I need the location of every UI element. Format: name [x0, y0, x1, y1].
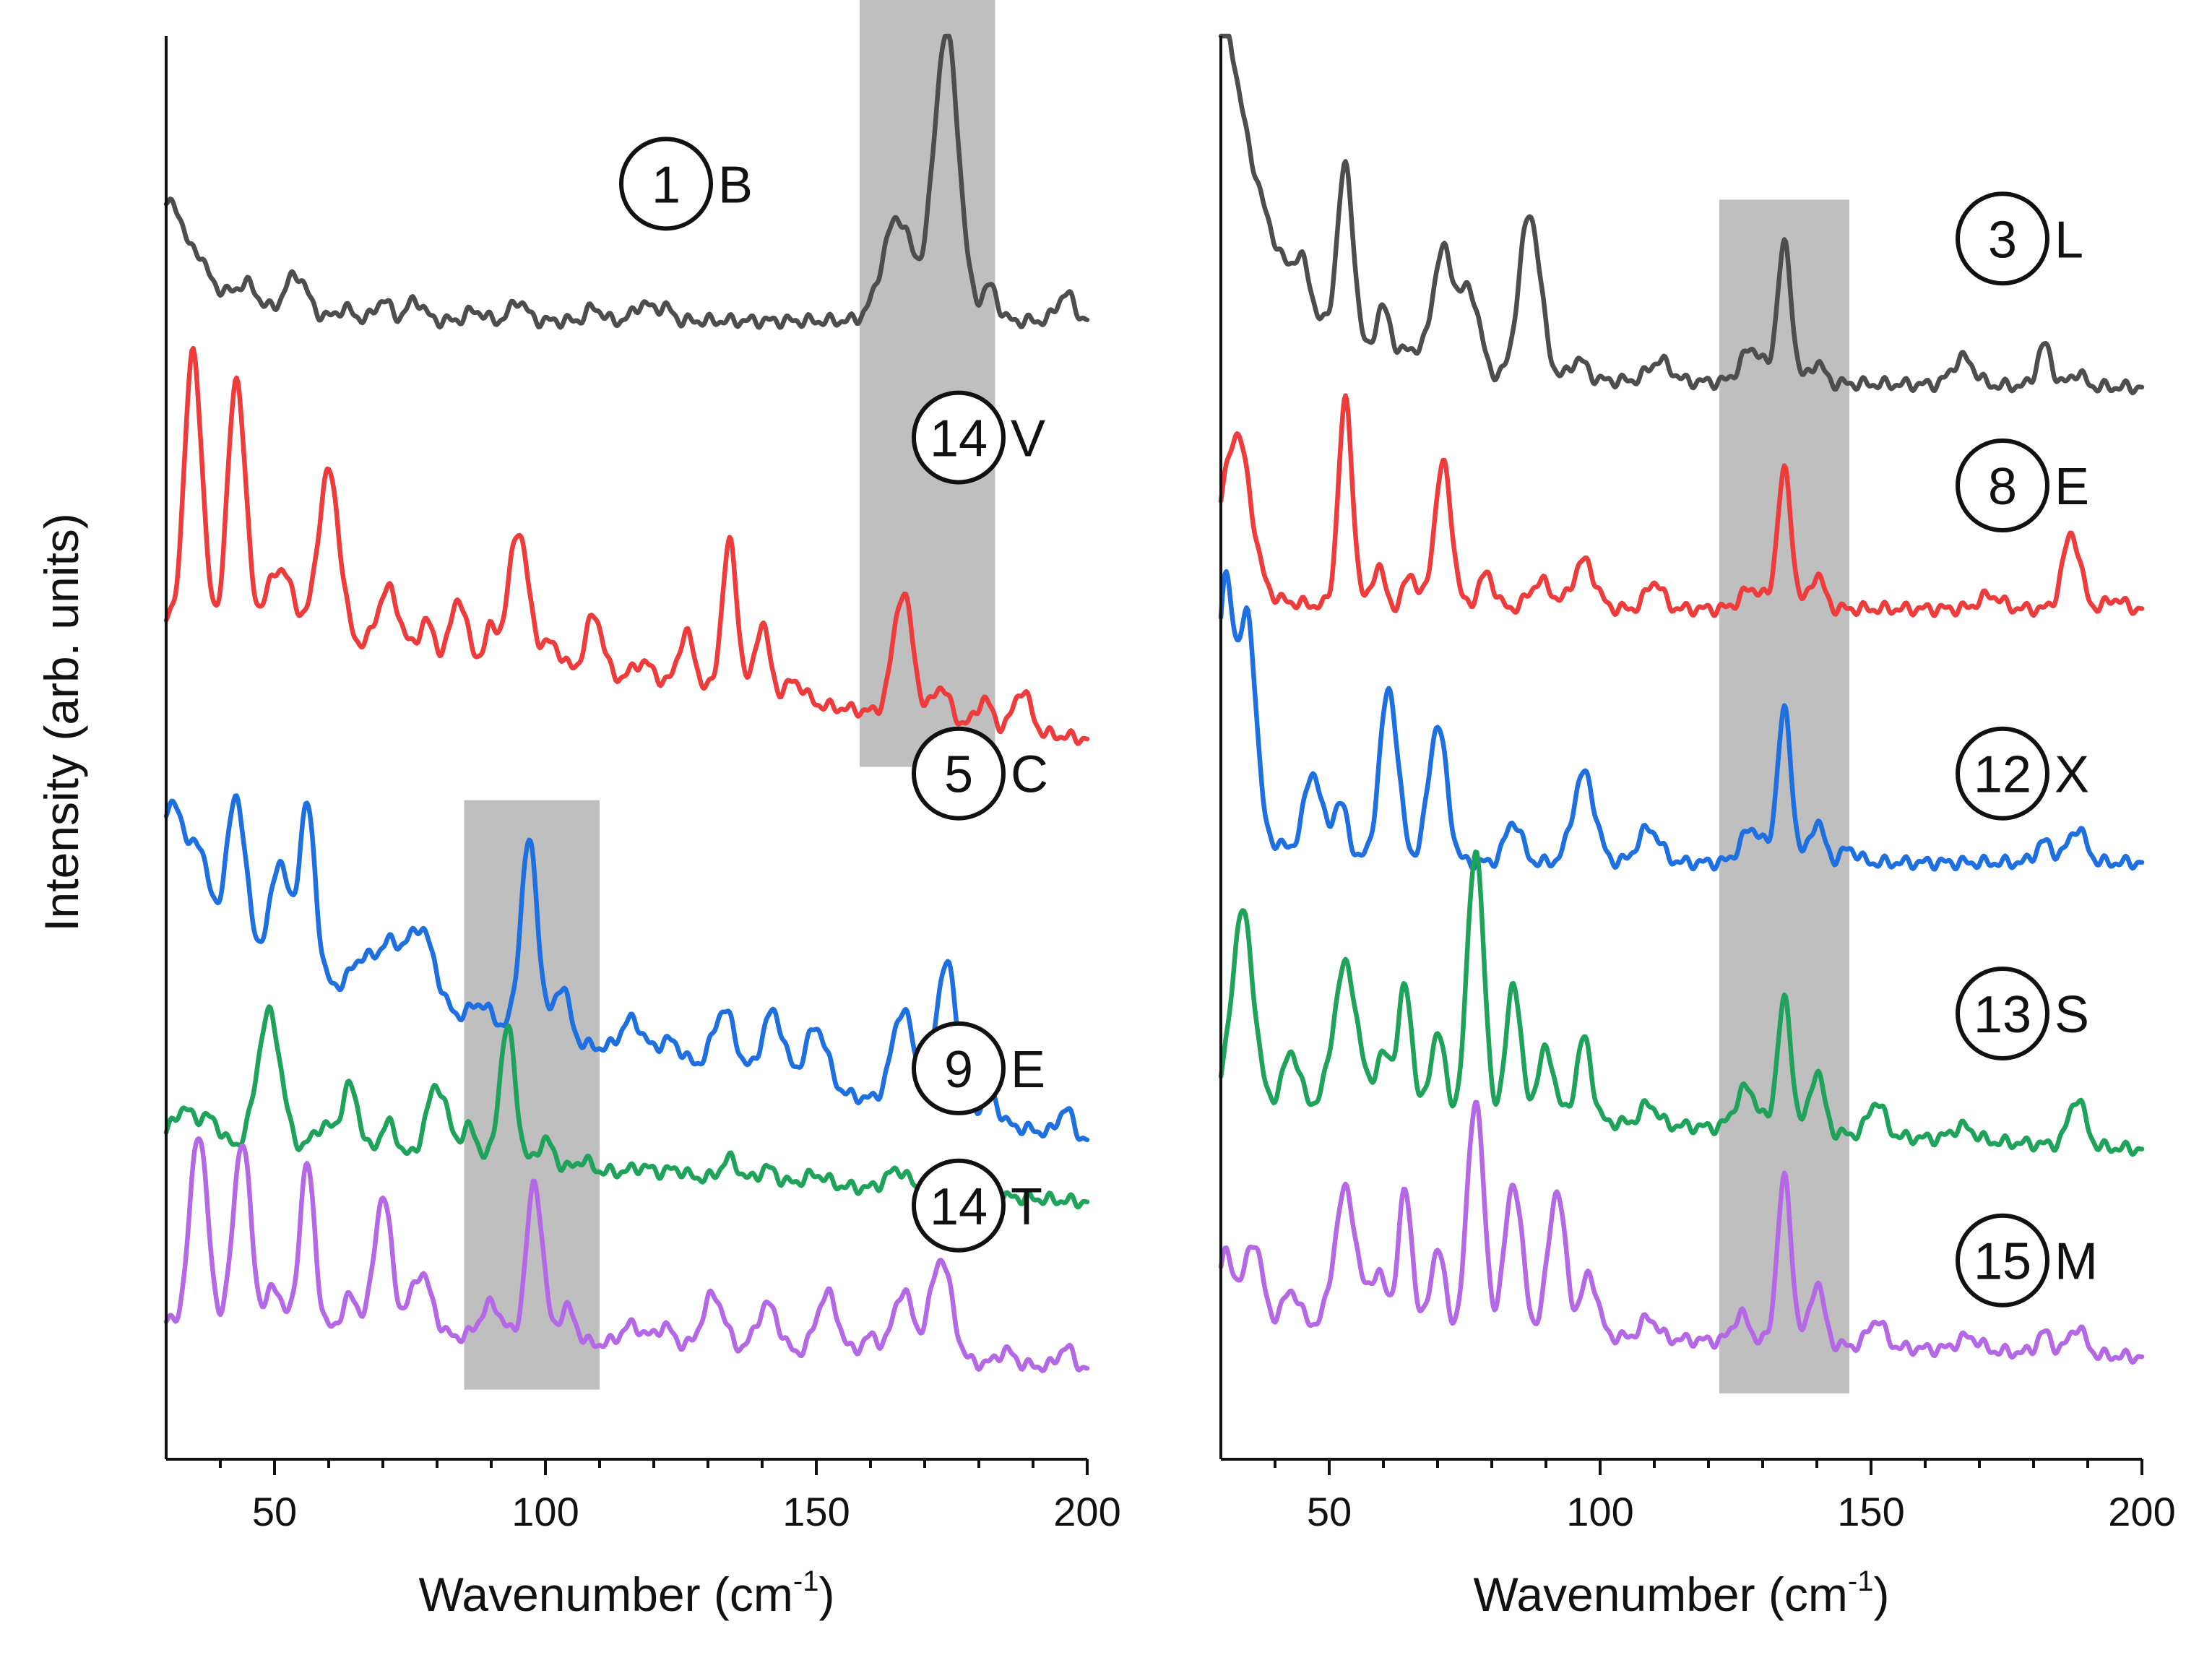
y-axis-title: Intensity (arb. units) [35, 513, 88, 932]
spectrum-line-12x [1218, 569, 2145, 872]
label-number: 8 [1988, 458, 2017, 516]
sample-label-13s: 13 S [1956, 966, 2089, 1060]
label-circle [1956, 191, 2049, 286]
label-circle [619, 137, 713, 231]
label-letter: V [1011, 410, 1045, 468]
sample-label-15m: 15 M [1956, 1213, 2098, 1308]
highlight-band [860, 0, 995, 767]
spectrum-line-14t [163, 1136, 1090, 1373]
spectrum-line-13s [1218, 849, 2145, 1157]
x-tick-label: 200 [2108, 1489, 2175, 1534]
highlight-band [464, 800, 600, 1390]
sample-label-14v: 14 V [912, 390, 1045, 485]
spectrum-line-3l [1218, 33, 2145, 396]
sample-label-14t: 14 T [912, 1158, 1042, 1253]
label-letter: L [2055, 211, 2083, 269]
label-letter: S [2055, 986, 2089, 1044]
spectrum-line-14v [163, 345, 1090, 746]
label-circle [1956, 1213, 2049, 1308]
label-circle [912, 1158, 1006, 1253]
x-axis-title: Wavenumber (cm-1) [419, 1565, 835, 1621]
x-tick-label: 100 [511, 1489, 579, 1534]
label-number: 14 [930, 1178, 988, 1236]
label-letter: T [1011, 1178, 1042, 1236]
x-tick-label: 100 [1566, 1489, 1633, 1534]
spectrum-line-1b [163, 33, 1090, 330]
label-number: 1 [652, 156, 681, 214]
label-circle [912, 726, 1006, 821]
right-panel: 50 100 150 200 Wavenumber (cm-1) 3 L 8 E 12 X 13 S 15… [1218, 33, 2176, 1621]
label-number: 12 [1974, 746, 2031, 804]
label-number: 5 [944, 746, 973, 804]
highlight-band [1719, 199, 1849, 1393]
label-letter: E [1011, 1041, 1045, 1099]
x-axis-title: Wavenumber (cm-1) [1474, 1565, 1890, 1621]
x-tick-label: 150 [1837, 1489, 1904, 1534]
label-circle [1956, 438, 2049, 533]
label-circle [1956, 726, 2049, 821]
label-circle [1956, 966, 2049, 1060]
left-panel: 50 100 150 200 Wavenumber (cm-1) 1 B 14 V 5 C 9 E 14 T [163, 0, 1121, 1621]
label-number: 3 [1988, 211, 2017, 269]
label-letter: M [2055, 1233, 2098, 1291]
label-letter: C [1011, 746, 1048, 804]
label-letter: B [718, 156, 753, 214]
label-circle [912, 390, 1006, 485]
x-tick-label: 50 [1307, 1489, 1352, 1534]
spectrum-line-8e [1218, 393, 2145, 618]
x-tick-label: 50 [252, 1489, 297, 1534]
x-tick-label: 200 [1053, 1489, 1120, 1534]
label-number: 13 [1974, 986, 2031, 1044]
label-letter: X [2055, 746, 2089, 804]
label-number: 9 [944, 1041, 973, 1099]
x-tick-label: 150 [782, 1489, 850, 1534]
spectrum-line-15m [1218, 1099, 2145, 1365]
label-number: 15 [1974, 1233, 2031, 1291]
label-circle [912, 1021, 1006, 1115]
sample-label-12x: 12 X [1956, 726, 2089, 821]
label-number: 14 [930, 410, 988, 468]
label-letter: E [2055, 458, 2089, 516]
